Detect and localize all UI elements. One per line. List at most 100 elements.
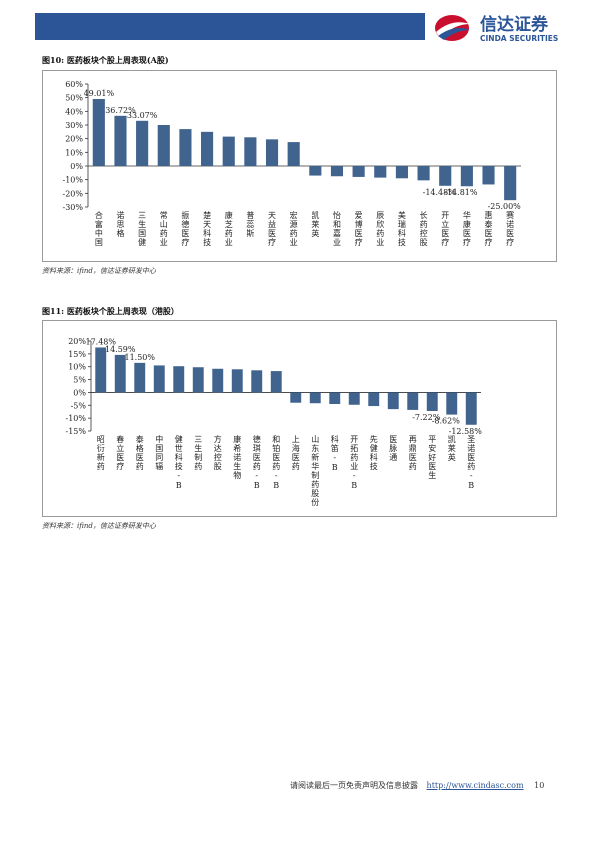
- bar: [460, 166, 473, 187]
- y-tick-label: 20%: [68, 337, 86, 346]
- x-tick-label: 合富中国: [94, 210, 103, 247]
- header-bar: [35, 13, 425, 40]
- x-tick-label: 宏源药业: [289, 210, 298, 247]
- x-tick-label: 康希诺生物: [233, 434, 242, 480]
- bar: [368, 392, 380, 407]
- bar: [309, 166, 322, 176]
- bar: [114, 115, 127, 166]
- y-tick-label: 5%: [73, 376, 86, 385]
- data-label: -14.81%: [444, 188, 478, 197]
- x-tick-label: 凯莱英: [447, 434, 456, 462]
- x-tick-label: 德琪医药-B: [252, 434, 261, 491]
- x-tick-label: 长药控股: [419, 210, 428, 247]
- bar: [134, 362, 146, 393]
- bar: [504, 166, 517, 201]
- bar: [173, 366, 185, 393]
- source-note: 资料来源：ifind，信达证券研发中心: [42, 267, 156, 275]
- logo: 信达证券 CINDA SECURITIES: [435, 14, 558, 43]
- x-tick-label: 美瑞科技: [397, 210, 406, 247]
- x-tick-label: 怡和嘉业: [332, 210, 341, 247]
- bar: [395, 166, 408, 179]
- x-tick-label: 健世科技-B: [174, 434, 183, 491]
- x-tick-label: 春立医疗: [116, 434, 125, 471]
- source-note: 资料来源：ifind，信达证券研发中心: [42, 522, 156, 530]
- bar: [270, 371, 282, 393]
- y-tick-label: -5%: [71, 401, 87, 410]
- bar: [417, 166, 430, 181]
- x-tick-label: 天益医疗: [268, 211, 277, 247]
- y-tick-label: 15%: [68, 350, 86, 359]
- chart: -30% -20% -10% 0% 10% 20% 30% 40% 50% 60% 合富中国 49.0…: [63, 80, 522, 247]
- x-tick-label: 先健科技: [369, 434, 378, 471]
- y-tick-label: 40%: [65, 107, 83, 116]
- x-tick-label: 开立医疗: [441, 211, 450, 247]
- data-label: -25.00%: [488, 202, 522, 211]
- data-label: -12.58%: [449, 427, 483, 436]
- y-tick-label: 10%: [65, 148, 83, 157]
- y-tick-label: 30%: [65, 121, 83, 130]
- bar: [231, 369, 243, 393]
- bar: [446, 392, 458, 415]
- data-label: -7.22%: [412, 413, 441, 422]
- y-tick-label: -15%: [66, 427, 87, 436]
- x-tick-label: 医脉通: [389, 435, 398, 462]
- x-tick-label: 辰欣药业: [376, 211, 385, 247]
- y-tick-label: 0%: [73, 388, 86, 397]
- bar: [287, 142, 300, 166]
- x-tick-label: 普蕊斯: [246, 210, 255, 238]
- bar: [309, 392, 321, 404]
- x-tick-label: 楚天科技: [203, 210, 212, 247]
- logo-en: CINDA SECURITIES: [480, 34, 558, 43]
- x-tick-label: 常山药业: [159, 211, 168, 247]
- bar: [465, 392, 477, 425]
- data-label: 14.59%: [105, 345, 136, 354]
- x-tick-label: 开拓药业-B: [350, 435, 359, 491]
- bar: [92, 99, 105, 166]
- logo-swoosh: [438, 28, 470, 40]
- page-number: 10: [534, 781, 545, 790]
- bar: [439, 166, 452, 186]
- x-tick-label: 平安好医生: [428, 435, 437, 480]
- x-tick-label: 方达控股: [213, 434, 222, 471]
- x-tick-label: 和铂医药-B: [272, 435, 281, 491]
- bar: [192, 367, 204, 393]
- x-tick-label: 三生制药: [194, 435, 203, 471]
- x-tick-label: 圣诺医药-B: [467, 435, 476, 491]
- x-tick-label: 惠泰医疗: [484, 210, 493, 247]
- y-tick-label: 60%: [65, 80, 83, 89]
- bar: [352, 166, 365, 177]
- y-tick-label: -20%: [63, 189, 84, 198]
- bar: [482, 166, 495, 185]
- bar: [387, 392, 399, 410]
- y-tick-label: -10%: [66, 414, 87, 423]
- y-tick-label: 0%: [70, 162, 83, 171]
- bar: [136, 120, 149, 166]
- chart-title: 图10: 医药板块个股上周表现(A股): [42, 55, 169, 65]
- x-tick-label: 赛诺医疗: [506, 210, 515, 247]
- data-label: -8.62%: [432, 417, 461, 426]
- data-label: -14.48%: [423, 188, 457, 197]
- bar: [290, 392, 302, 403]
- bar: [153, 365, 165, 393]
- chart-title: 图11: 医药板块个股上周表现（港股）: [42, 306, 179, 316]
- url-link[interactable]: http://www.cindasc.com: [426, 781, 524, 790]
- bar: [212, 368, 224, 393]
- x-tick-label: 三生国健: [138, 211, 147, 247]
- bar: [95, 347, 107, 393]
- bar: [251, 370, 263, 393]
- data-label: 33.07%: [127, 111, 158, 120]
- x-tick-label: 中国同辐: [155, 434, 164, 471]
- bar: [407, 392, 419, 410]
- x-tick-label: 上海医药: [291, 435, 300, 471]
- data-label: 11.50%: [124, 353, 155, 362]
- bar: [426, 392, 438, 411]
- bar: [244, 137, 257, 166]
- x-tick-label: 凯莱英: [311, 210, 320, 238]
- x-tick-label: 爱博医疗: [354, 211, 363, 247]
- y-tick-label: 10%: [68, 363, 86, 372]
- y-tick-label: 50%: [65, 94, 83, 103]
- logo-cn: 信达证券: [480, 14, 549, 35]
- data-label: 36.72%: [105, 106, 136, 115]
- bar: [201, 131, 214, 166]
